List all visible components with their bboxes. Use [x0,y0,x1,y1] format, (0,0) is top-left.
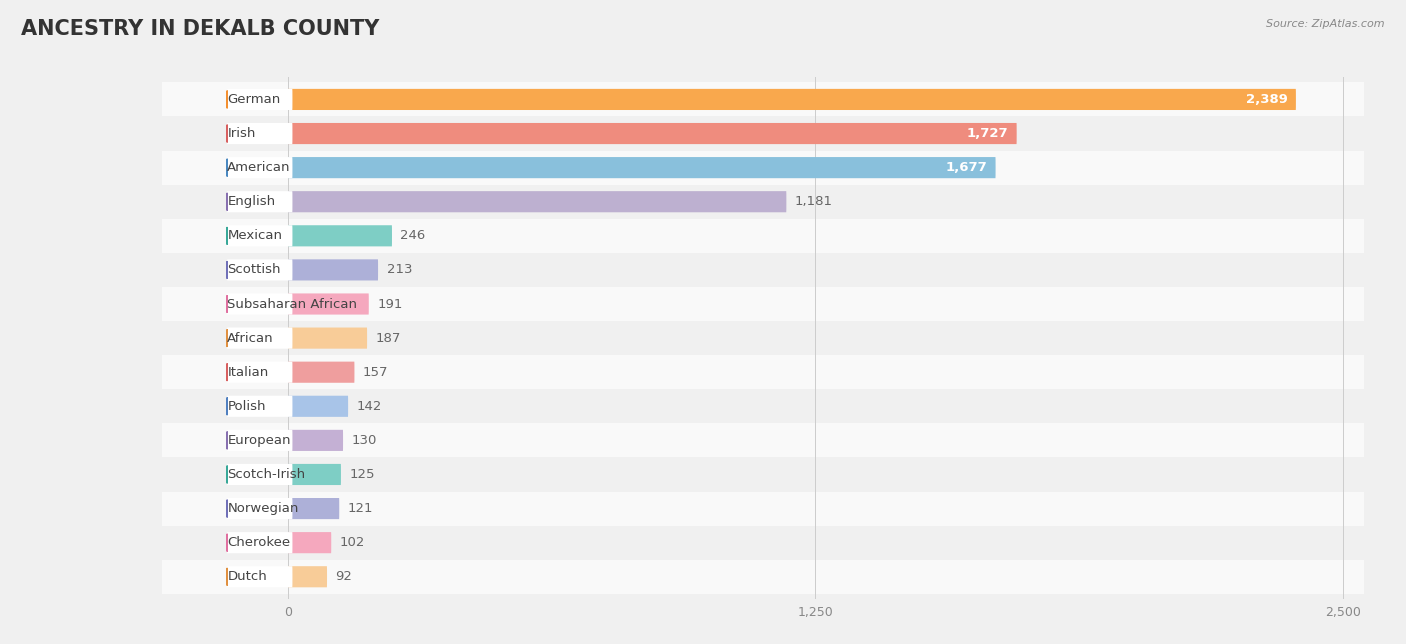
FancyBboxPatch shape [226,294,292,314]
Text: 246: 246 [401,229,426,242]
Bar [162,287,1364,321]
Text: German: German [228,93,281,106]
FancyBboxPatch shape [226,260,292,281]
Text: Subsaharan African: Subsaharan African [228,298,357,310]
FancyBboxPatch shape [288,395,349,417]
Text: ANCESTRY IN DEKALB COUNTY: ANCESTRY IN DEKALB COUNTY [21,19,380,39]
Text: 92: 92 [336,570,353,583]
FancyBboxPatch shape [288,464,340,485]
Bar [162,355,1364,389]
Bar [162,321,1364,355]
FancyBboxPatch shape [288,294,368,314]
Text: 121: 121 [347,502,373,515]
FancyBboxPatch shape [288,89,1296,110]
Bar [162,219,1364,253]
Text: 2,389: 2,389 [1246,93,1288,106]
FancyBboxPatch shape [288,123,1017,144]
FancyBboxPatch shape [226,430,292,451]
Bar [162,117,1364,151]
Bar [162,560,1364,594]
FancyBboxPatch shape [288,157,995,178]
Text: Irish: Irish [228,127,256,140]
Bar [162,389,1364,423]
FancyBboxPatch shape [288,362,354,383]
FancyBboxPatch shape [226,362,292,383]
Bar [162,457,1364,491]
FancyBboxPatch shape [288,498,339,519]
FancyBboxPatch shape [226,225,292,247]
FancyBboxPatch shape [226,157,292,178]
Text: 191: 191 [377,298,402,310]
Text: 1,727: 1,727 [966,127,1008,140]
Bar [162,151,1364,185]
Text: 157: 157 [363,366,388,379]
Text: European: European [228,434,291,447]
Text: Norwegian: Norwegian [228,502,298,515]
FancyBboxPatch shape [226,498,292,519]
Text: Polish: Polish [228,400,266,413]
Text: Scotch-Irish: Scotch-Irish [228,468,305,481]
Bar [162,185,1364,219]
FancyBboxPatch shape [288,260,378,281]
Bar [162,82,1364,117]
Text: 142: 142 [357,400,382,413]
FancyBboxPatch shape [226,395,292,417]
FancyBboxPatch shape [226,191,292,213]
Text: Italian: Italian [228,366,269,379]
Text: 102: 102 [340,536,366,549]
FancyBboxPatch shape [288,225,392,247]
FancyBboxPatch shape [226,328,292,348]
FancyBboxPatch shape [226,532,292,553]
Text: 1,677: 1,677 [945,161,987,174]
FancyBboxPatch shape [288,328,367,348]
Bar [162,491,1364,526]
FancyBboxPatch shape [226,89,292,110]
Text: 213: 213 [387,263,412,276]
Text: Dutch: Dutch [228,570,267,583]
Text: 1,181: 1,181 [794,195,832,208]
Text: 125: 125 [349,468,375,481]
Text: Mexican: Mexican [228,229,283,242]
FancyBboxPatch shape [288,532,332,553]
FancyBboxPatch shape [226,464,292,485]
Text: African: African [228,332,274,345]
FancyBboxPatch shape [288,566,328,587]
Text: English: English [228,195,276,208]
FancyBboxPatch shape [226,123,292,144]
Text: American: American [228,161,291,174]
FancyBboxPatch shape [226,566,292,587]
Text: 187: 187 [375,332,401,345]
Bar [162,253,1364,287]
Text: Source: ZipAtlas.com: Source: ZipAtlas.com [1267,19,1385,30]
Text: Cherokee: Cherokee [228,536,291,549]
Text: 130: 130 [352,434,377,447]
Text: Scottish: Scottish [228,263,281,276]
Bar [162,423,1364,457]
Bar [162,526,1364,560]
FancyBboxPatch shape [288,191,786,213]
FancyBboxPatch shape [288,430,343,451]
